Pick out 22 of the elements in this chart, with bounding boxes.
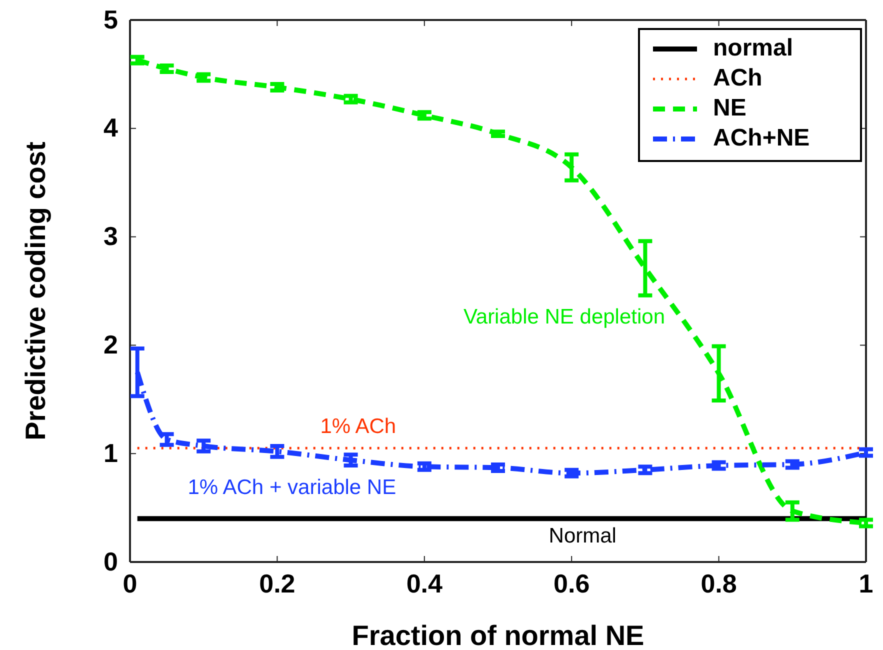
annotation: Normal [548, 524, 616, 548]
x-tick-label: 1 [858, 568, 874, 598]
y-tick-label: 0 [104, 546, 118, 576]
legend-label: normal [713, 34, 794, 62]
y-tick-label: 5 [104, 4, 118, 34]
annotation: 1% ACh + variable NE [188, 476, 396, 499]
legend-label: NE [713, 94, 746, 122]
x-axis-title: Fraction of normal NE [352, 620, 644, 650]
y-tick-label: 3 [104, 221, 118, 252]
legend-label: ACh+NE [713, 124, 810, 152]
annotation: 1% ACh [320, 415, 396, 438]
x-tick-label: 0 [122, 568, 138, 598]
x-tick-label: 0.6 [554, 568, 590, 598]
y-axis-title: Predictive coding cost [20, 142, 51, 440]
y-tick-label: 4 [104, 112, 119, 143]
y-tick-label: 1 [104, 438, 118, 468]
x-tick-label: 0.4 [406, 568, 444, 598]
annotation: Variable NE depletion [463, 306, 666, 329]
x-tick-label: 0.2 [259, 568, 296, 598]
x-tick-label: 0.8 [700, 568, 737, 598]
y-tick-label: 2 [104, 330, 118, 360]
legend-label: ACh [713, 64, 762, 92]
